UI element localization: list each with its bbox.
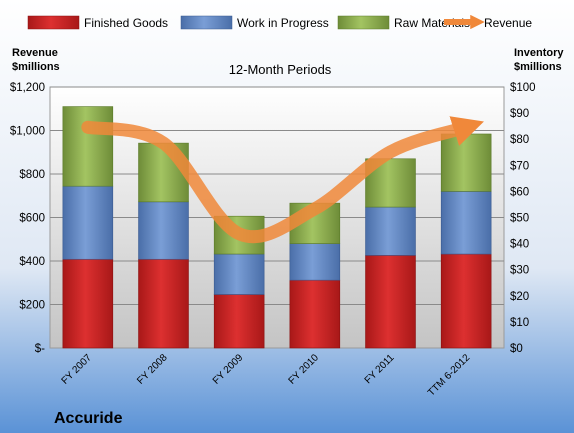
right-axis-label-line2: $millions [514, 61, 562, 73]
chart-title: 12-Month Periods [229, 62, 332, 77]
revenue-line-path [81, 116, 484, 244]
left-tick-label: $400 [19, 256, 45, 268]
bar-finished-goods [289, 279, 341, 349]
company-name: Accuride [54, 410, 123, 427]
bar-finished-goods [440, 253, 492, 349]
left-axis-ticks: $- $200 $400 $600 $800 $1,000 $1,200 [10, 82, 45, 355]
bar-finished-goods [213, 294, 265, 349]
bar-work-in-progress [213, 253, 265, 295]
left-axis-label-line1: Revenue [12, 47, 58, 59]
right-tick-label: $30 [510, 265, 529, 277]
left-tick-label: $200 [19, 300, 45, 312]
right-tick-label: $40 [510, 239, 529, 251]
bar-raw-materials [62, 106, 114, 187]
left-tick-label: $- [35, 343, 45, 355]
gridlines [50, 86, 504, 305]
right-tick-label: $0 [510, 343, 523, 355]
bar-finished-goods [365, 255, 416, 349]
left-tick-label: $800 [19, 169, 45, 181]
bar-raw-materials [440, 133, 492, 192]
bar-finished-goods [62, 258, 114, 349]
legend-swatch-work-in-progress [180, 15, 233, 30]
legend-swatch-finished-goods [27, 15, 80, 30]
right-tick-label: $50 [510, 213, 529, 225]
bar-work-in-progress [440, 191, 492, 255]
right-axis-label-line1: Inventory [514, 47, 564, 59]
right-tick-label: $10 [510, 317, 529, 329]
right-tick-label: $80 [510, 134, 529, 146]
bar-work-in-progress [138, 201, 189, 260]
left-axis-label-line2: $millions [12, 61, 60, 73]
legend-label-work-in-progress: Work in Progress [237, 16, 329, 30]
legend: Finished Goods Work in Progress Raw Mate… [27, 14, 532, 30]
right-tick-label: $90 [510, 108, 529, 120]
right-tick-label: $100 [510, 82, 536, 94]
bar-work-in-progress [365, 206, 416, 256]
bar-work-in-progress [62, 185, 114, 260]
bar-finished-goods [138, 258, 189, 349]
left-tick-label: $1,200 [10, 82, 45, 94]
revenue-line [81, 116, 484, 244]
legend-swatch-raw-materials [337, 15, 390, 30]
left-tick-label: $600 [19, 213, 45, 225]
left-tick-label: $1,000 [10, 126, 45, 138]
legend-label-finished-goods: Finished Goods [84, 16, 168, 30]
legend-label-revenue: Revenue [484, 16, 532, 30]
right-tick-label: $60 [510, 186, 529, 198]
right-tick-label: $70 [510, 160, 529, 172]
bars [62, 106, 492, 349]
bar-work-in-progress [289, 243, 341, 281]
right-tick-label: $20 [510, 291, 529, 303]
right-axis-ticks: $0 $10 $20 $30 $40 $50 $60 $70 $80 $90 $100 [510, 82, 536, 355]
